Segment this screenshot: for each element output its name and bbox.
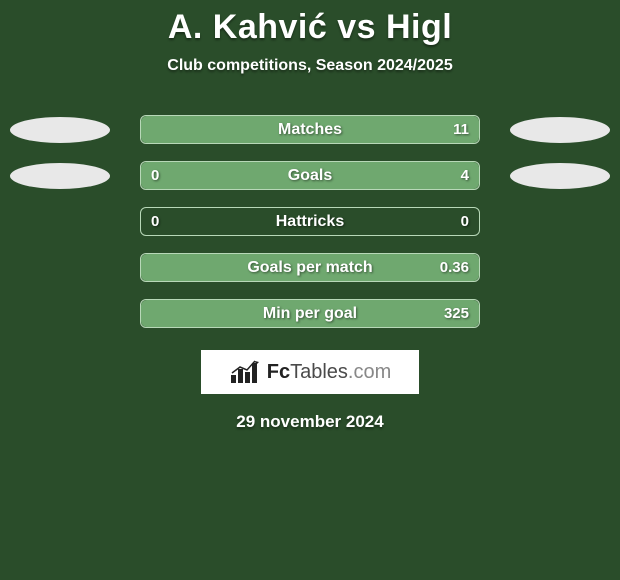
stat-label: Goals <box>288 167 332 185</box>
logo-part-fc: Fc <box>267 361 290 384</box>
stat-value-left: 0 <box>151 213 159 230</box>
logo-part-com: .com <box>348 361 391 384</box>
team-badge-right <box>510 163 610 189</box>
stat-value-right: 325 <box>444 305 469 322</box>
team-badge-right <box>510 117 610 143</box>
page-subtitle: Club competitions, Season 2024/2025 <box>167 57 452 75</box>
logo-text: Fc Tables .com <box>267 361 392 384</box>
stat-bar-fill-right <box>202 162 479 189</box>
page-title: A. Kahvić vs Higl <box>168 8 452 47</box>
stat-value-right: 4 <box>461 167 469 184</box>
stat-label: Goals per match <box>247 259 372 277</box>
comparison-row: Matches 11 <box>0 115 620 144</box>
comparison-chart: Matches 11 0 Goals 4 0 Hattricks 0 Goals per mat… <box>0 115 620 328</box>
stat-value-right: 11 <box>453 121 469 138</box>
stat-bar-track: Matches 11 <box>140 115 480 144</box>
comparison-row: 0 Goals 4 <box>0 161 620 190</box>
comparison-row: Goals per match 0.36 <box>0 253 620 282</box>
stat-label: Hattricks <box>276 213 344 231</box>
stat-label: Min per goal <box>263 305 357 323</box>
chart-icon <box>229 359 261 385</box>
team-badge-left <box>10 163 110 189</box>
comparison-row: Min per goal 325 <box>0 299 620 328</box>
stat-value-right: 0 <box>461 213 469 230</box>
logo-part-tables: Tables <box>290 361 348 384</box>
stat-label: Matches <box>278 121 342 139</box>
team-badge-left <box>10 117 110 143</box>
stat-value-left: 0 <box>151 167 159 184</box>
main-container: A. Kahvić vs Higl Club competitions, Sea… <box>0 0 620 580</box>
comparison-row: 0 Hattricks 0 <box>0 207 620 236</box>
stat-bar-track: 0 Hattricks 0 <box>140 207 480 236</box>
stat-bar-track: 0 Goals 4 <box>140 161 480 190</box>
stat-bar-track: Goals per match 0.36 <box>140 253 480 282</box>
stat-bar-track: Min per goal 325 <box>140 299 480 328</box>
snapshot-date: 29 november 2024 <box>236 412 383 432</box>
fctables-logo[interactable]: Fc Tables .com <box>201 350 419 394</box>
stat-value-right: 0.36 <box>440 259 469 276</box>
